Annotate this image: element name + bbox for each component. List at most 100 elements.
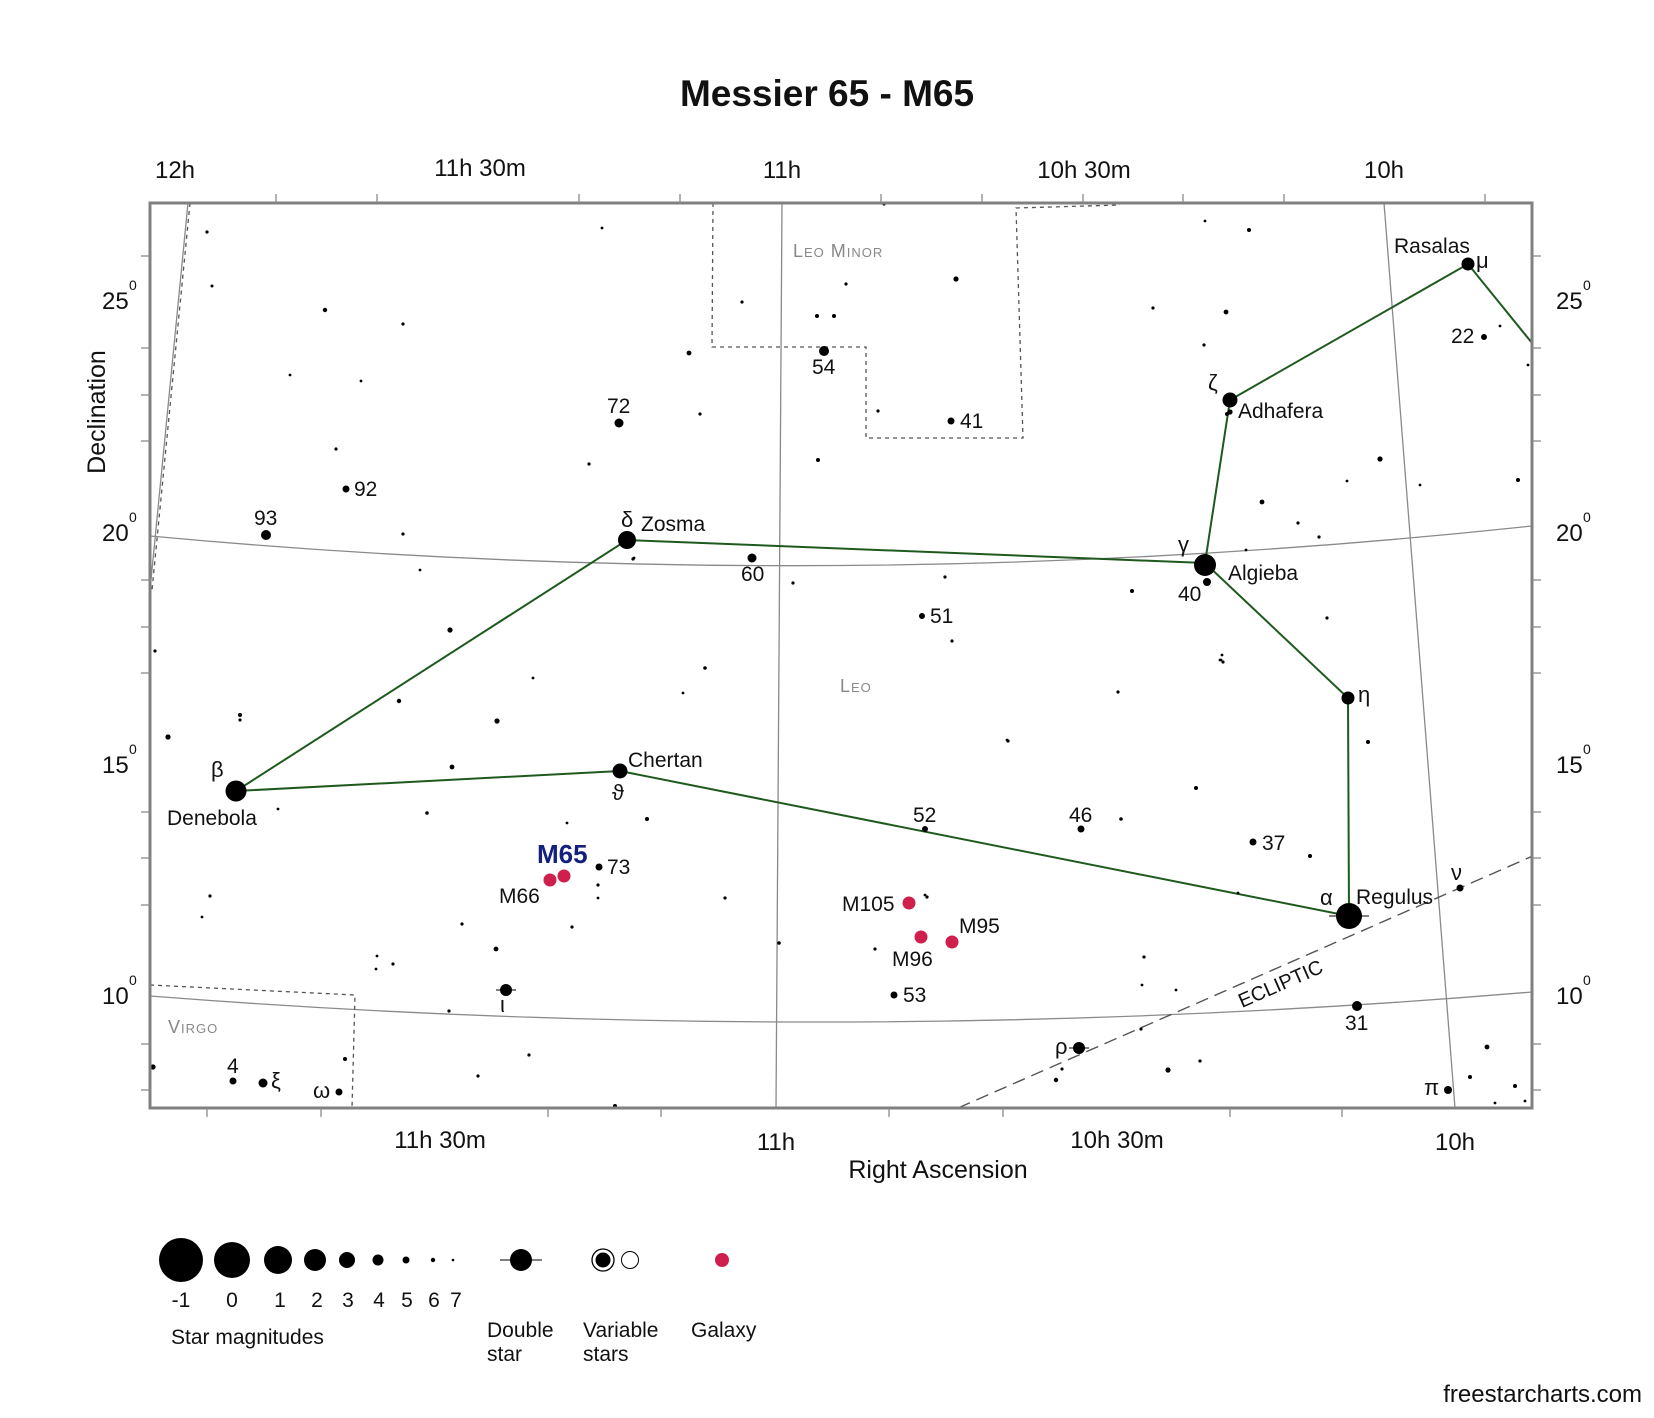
label-denebola: Denebola bbox=[167, 807, 257, 830]
label-m95: M95 bbox=[959, 915, 1000, 938]
star-51 bbox=[919, 613, 925, 619]
ra-tick-bottom-10h: 10h bbox=[1435, 1129, 1475, 1156]
dec-tick-right-10: 10 bbox=[1556, 983, 1583, 1010]
dec-tick-right-20-sup: 0 bbox=[1583, 509, 1591, 525]
legend-mag-label-3: 3 bbox=[342, 1289, 354, 1312]
galaxy-m105 bbox=[902, 896, 916, 910]
legend-magnitude-labels: -1 0 1 2 3 4 5 6 7 bbox=[172, 1289, 462, 1312]
legend-mag-4 bbox=[372, 1254, 384, 1266]
ra-tick-top-11h30m: 11h 30m bbox=[434, 155, 526, 182]
dec-tick-right-15: 15 bbox=[1556, 752, 1583, 779]
legend-double-star-dot bbox=[510, 1249, 532, 1271]
ra-tick-top-10h: 10h bbox=[1364, 157, 1404, 184]
label-delta: δ bbox=[621, 507, 633, 532]
dec-grid-line-10 bbox=[150, 991, 1532, 1023]
star-xi bbox=[258, 1078, 268, 1088]
constellation-boundaries bbox=[150, 203, 1121, 1108]
legend-mag-minus1 bbox=[159, 1238, 203, 1282]
legend-mag-6 bbox=[430, 1257, 436, 1263]
galaxy-m66 bbox=[543, 873, 557, 887]
star-pi bbox=[1444, 1086, 1452, 1094]
star-41 bbox=[947, 417, 955, 425]
dec-ticks-left: 25 0 20 0 15 0 10 0 bbox=[102, 277, 137, 1010]
label-zosma: Zosma bbox=[641, 513, 706, 536]
star-name-labels: Rasalas Adhafera Zosma Algieba Chertan D… bbox=[167, 235, 1470, 909]
label-adhafera: Adhafera bbox=[1238, 400, 1324, 423]
ra-tick-top-11h: 11h bbox=[763, 157, 801, 184]
legend-double-star-label-line2: star bbox=[487, 1343, 522, 1366]
legend-mag-5 bbox=[402, 1256, 410, 1264]
legend-mag-2 bbox=[304, 1249, 326, 1271]
label-m105: M105 bbox=[842, 893, 895, 916]
legend-variable-stars-label-line2: stars bbox=[583, 1343, 629, 1366]
ra-tick-top-12h: 12h bbox=[155, 157, 195, 184]
label-iota: ι bbox=[500, 992, 505, 1017]
label-31: 31 bbox=[1345, 1012, 1368, 1035]
star-algieba bbox=[1194, 554, 1216, 576]
ra-ticks-top: 12h 11h 30m 11h 10h 30m 10h bbox=[155, 155, 1404, 184]
map-frame bbox=[148, 201, 1534, 1110]
legend-mag-0 bbox=[214, 1242, 250, 1278]
legend-mag-label-2: 2 bbox=[311, 1289, 323, 1312]
chart-title: Messier 65 - M65 bbox=[680, 73, 974, 114]
star-22 bbox=[1481, 334, 1487, 340]
legend-mag-label-5: 5 bbox=[401, 1289, 413, 1312]
star-number-labels: 22 54 72 41 92 93 60 40 51 52 46 37 73 5… bbox=[227, 325, 1474, 1078]
galaxy-m96 bbox=[914, 930, 928, 944]
label-22: 22 bbox=[1451, 325, 1474, 348]
constellation-name-leo-minor: Leo Minor bbox=[793, 241, 883, 261]
ecliptic-line bbox=[957, 855, 1532, 1108]
legend: -1 0 1 2 3 4 5 6 7 Star magnitudes Doubl… bbox=[159, 1238, 757, 1366]
label-beta: β bbox=[211, 757, 224, 782]
label-eta: η bbox=[1358, 682, 1370, 707]
label-51: 51 bbox=[930, 605, 953, 628]
galaxy-m95 bbox=[945, 935, 959, 949]
constellation-name-leo: Leo bbox=[840, 676, 872, 696]
label-41: 41 bbox=[960, 410, 983, 433]
galaxy-labels: M65 M66 M105 M95 M96 bbox=[499, 839, 1000, 971]
legend-double-star: Double star bbox=[487, 1249, 554, 1366]
dec-tick-left-15-sup: 0 bbox=[129, 741, 137, 757]
dec-tick-left-10: 10 bbox=[102, 983, 129, 1010]
dec-ticks-right: 25 0 20 0 15 0 10 0 bbox=[1556, 277, 1591, 1010]
constellation-names: Leo Minor Leo Virgo bbox=[168, 241, 883, 1037]
label-52: 52 bbox=[913, 804, 936, 827]
ra-grid-line-10h bbox=[1383, 203, 1456, 1108]
ra-tick-bottom-11h: 11h bbox=[757, 1129, 795, 1156]
legend-mag-7 bbox=[451, 1258, 455, 1262]
dec-tick-right-15-sup: 0 bbox=[1583, 741, 1591, 757]
label-omega: ω bbox=[313, 1078, 330, 1103]
star-52 bbox=[922, 826, 928, 832]
label-37: 37 bbox=[1262, 832, 1285, 855]
label-40: 40 bbox=[1178, 583, 1201, 606]
dec-tick-right-20: 20 bbox=[1556, 520, 1583, 547]
star-chertan bbox=[612, 763, 628, 779]
dec-tick-left-25-sup: 0 bbox=[129, 277, 137, 293]
legend-magnitudes-caption: Star magnitudes bbox=[171, 1326, 324, 1349]
bright-stars bbox=[225, 257, 1487, 1096]
x-axis-label: Right Ascension bbox=[848, 1156, 1027, 1184]
label-algieba: Algieba bbox=[1228, 562, 1298, 585]
label-93: 93 bbox=[254, 507, 277, 530]
faint-stars bbox=[150, 203, 1530, 1108]
legend-mag-label-minus1: -1 bbox=[172, 1289, 191, 1312]
legend-mag-3 bbox=[339, 1252, 355, 1268]
label-60: 60 bbox=[741, 563, 764, 586]
label-rasalas: Rasalas bbox=[1394, 235, 1470, 258]
ra-tick-top-10h30m: 10h 30m bbox=[1037, 157, 1130, 184]
label-zeta: ζ bbox=[1208, 370, 1218, 395]
star-denebola bbox=[225, 780, 247, 802]
label-rho: ρ bbox=[1055, 1034, 1068, 1059]
ra-ticks-bottom: 11h 30m 11h 10h 30m 10h bbox=[394, 1127, 1475, 1156]
star-53 bbox=[890, 991, 898, 999]
legend-variable-stars: Variable stars bbox=[583, 1248, 659, 1366]
star-54 bbox=[819, 346, 829, 356]
legend-mag-label-0: 0 bbox=[226, 1289, 238, 1312]
label-theta: ϑ bbox=[612, 780, 624, 805]
dec-tick-right-10-sup: 0 bbox=[1583, 972, 1591, 988]
legend-variable-star-dot bbox=[595, 1252, 611, 1268]
legend-variable-star-ring bbox=[591, 1248, 615, 1272]
legend-galaxy-label: Galaxy bbox=[691, 1319, 757, 1342]
legend-variable-stars-label-line1: Variable bbox=[583, 1319, 659, 1342]
